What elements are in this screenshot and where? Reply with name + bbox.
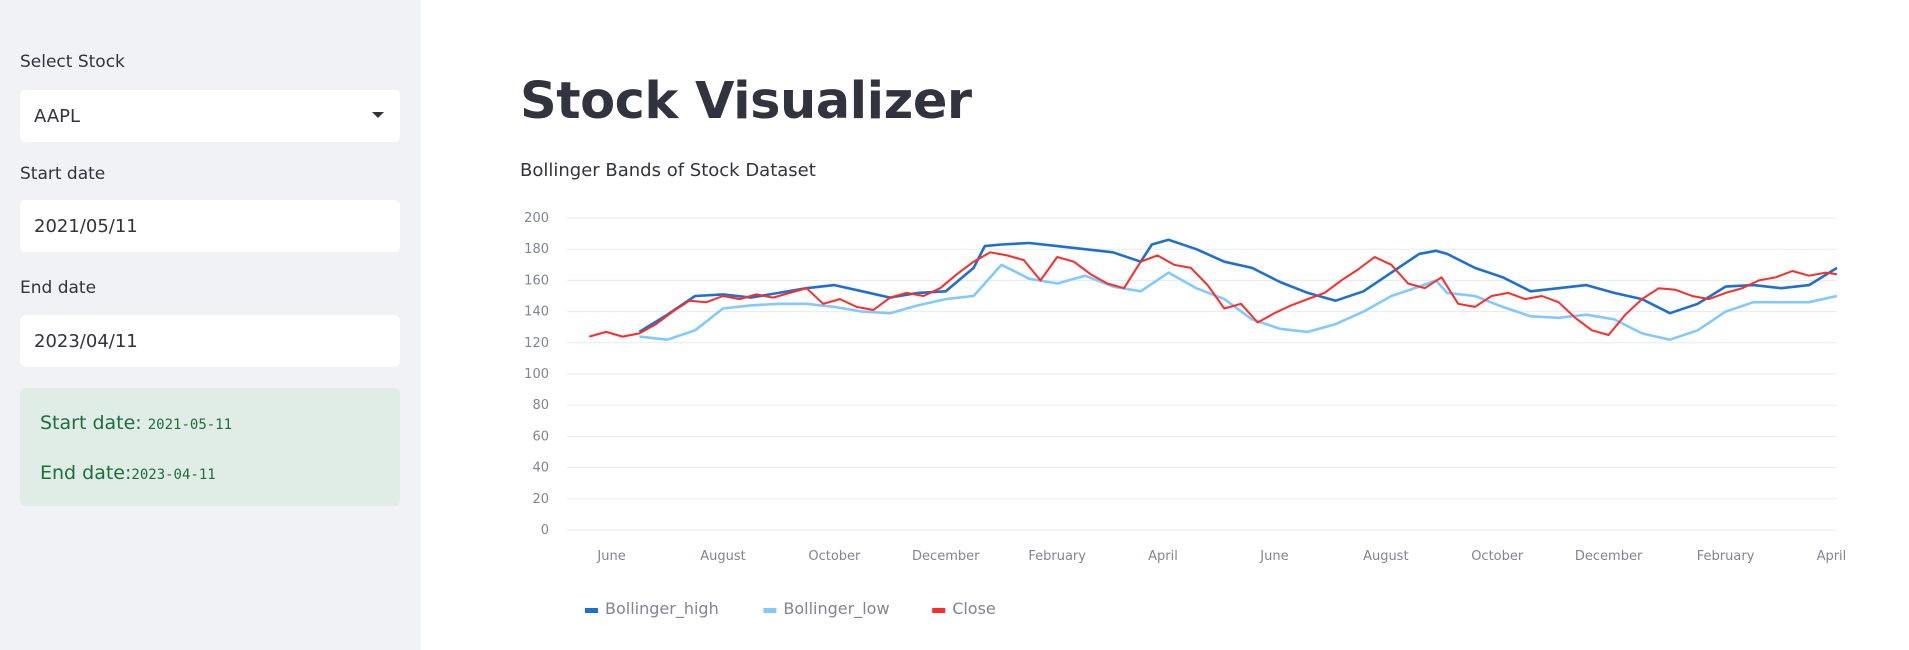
info-end-code: 2023-04-11 — [131, 467, 216, 483]
info-start-line: Start date: 2021-05-11 — [40, 412, 232, 434]
end-date-value: 2023/04/11 — [34, 330, 138, 352]
y-tick-label: 60 — [532, 429, 549, 444]
legend-label: Bollinger_high — [605, 599, 719, 619]
x-tick-label: August — [1363, 549, 1409, 564]
x-tick-label: April — [1817, 549, 1847, 564]
stock-select-value: AAPL — [34, 105, 81, 127]
x-tick-label: April — [1148, 549, 1178, 564]
select-stock-label: Select Stock — [20, 52, 125, 72]
y-tick-label: 0 — [541, 523, 549, 538]
start-date-input[interactable]: 2021/05/11 — [20, 200, 400, 252]
legend-swatch — [932, 608, 946, 613]
x-tick-label: February — [1028, 549, 1086, 564]
x-tick-label: December — [912, 549, 980, 564]
sidebar: Select Stock AAPL Start date 2021/05/11 … — [0, 0, 421, 650]
info-end-text: End date: — [40, 462, 132, 484]
page-title: Stock Visualizer — [520, 72, 972, 131]
y-tick-label: 120 — [524, 336, 549, 351]
y-tick-label: 200 — [524, 211, 549, 226]
chevron-down-icon[interactable] — [372, 112, 384, 118]
end-date-input[interactable]: 2023/04/11 — [20, 315, 400, 367]
y-tick-label: 20 — [532, 492, 549, 507]
start-date-label: Start date — [20, 164, 106, 184]
info-start-code: 2021-05-11 — [147, 417, 233, 433]
y-tick-label: 140 — [524, 305, 549, 320]
legend-swatch — [763, 608, 777, 613]
legend-label: Close — [952, 599, 996, 618]
x-tick-label: June — [596, 549, 625, 564]
start-date-value: 2021/05/11 — [34, 215, 138, 237]
x-tick-label: December — [1575, 549, 1643, 564]
end-date-label: End date — [20, 278, 97, 298]
info-start-text: Start date: — [40, 412, 148, 434]
y-tick-label: 40 — [532, 461, 549, 476]
x-tick-label: October — [1471, 549, 1524, 564]
info-end-line: End date:2023-04-11 — [40, 462, 216, 484]
x-tick-label: June — [1259, 549, 1288, 564]
series-line-close — [589, 251, 1838, 338]
date-info-box: Start date: 2021-05-11 End date:2023-04-… — [20, 388, 400, 506]
series-line-bollinger-high — [638, 238, 1838, 334]
y-tick-label: 180 — [524, 242, 549, 257]
y-tick-label: 160 — [524, 273, 549, 288]
bollinger-chart: 0 20 40 60 80 100 120 140 160 180 200 June August Oct… — [524, 211, 1847, 619]
legend-label: Bollinger_low — [783, 599, 889, 619]
series-line-bollinger-low — [639, 263, 1838, 341]
legend-swatch — [585, 608, 598, 613]
y-tick-label: 100 — [524, 367, 549, 382]
y-tick-label: 80 — [532, 398, 549, 413]
x-tick-label: August — [700, 549, 746, 564]
chart-subtitle: Bollinger Bands of Stock Dataset — [520, 160, 816, 181]
x-tick-label: February — [1697, 549, 1755, 564]
x-tick-label: October — [808, 549, 861, 564]
stock-select[interactable]: AAPL — [20, 90, 400, 142]
